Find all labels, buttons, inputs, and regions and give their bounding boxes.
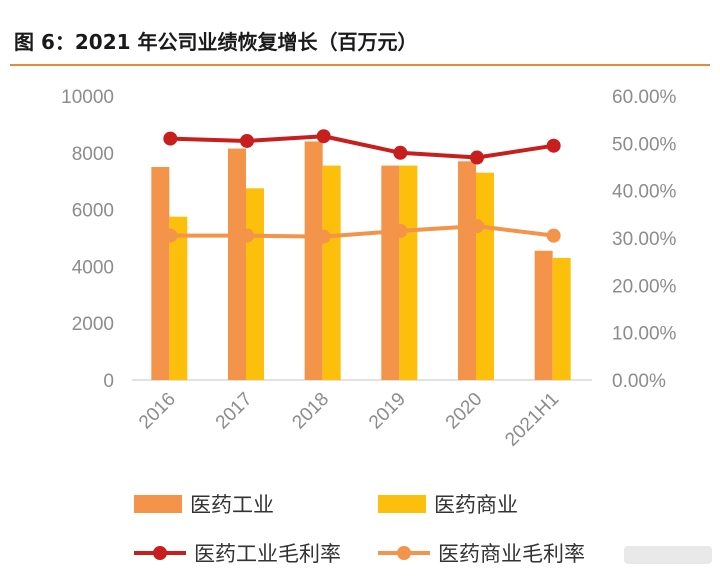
point-industry-margin — [546, 138, 561, 153]
point-industry-margin — [163, 131, 178, 146]
bar-industry — [151, 167, 170, 380]
bar-industry — [458, 161, 476, 380]
y-right-tick-label: 10.00% — [612, 324, 677, 345]
line-industry-margin — [170, 134, 554, 160]
x-tick-label: 2018 — [288, 389, 333, 434]
bar-commerce — [169, 216, 188, 380]
point-industry-margin — [316, 129, 331, 144]
y-right-tick-label: 30.00% — [612, 229, 677, 250]
bar-industry — [534, 250, 553, 380]
y-left-tick-label: 4000 — [72, 257, 114, 278]
y-right-tick-label: 0.00% — [612, 371, 666, 392]
point-industry-margin — [393, 145, 408, 160]
y-left-tick-label: 8000 — [72, 144, 114, 165]
point-industry-margin — [470, 150, 484, 165]
point-commerce-margin — [163, 228, 178, 243]
x-tick-label: 2019 — [365, 389, 410, 434]
legend-label: 医药商业毛利率 — [438, 542, 585, 566]
legend-label: 医药工业 — [190, 493, 274, 517]
y-right-tick-label: 40.00% — [612, 182, 677, 203]
y-left-tick-label: 0 — [103, 371, 114, 392]
bar-commerce — [246, 188, 264, 380]
legend-label: 医药商业 — [434, 493, 518, 517]
bar-commerce — [322, 165, 341, 380]
bar-industry — [381, 165, 400, 380]
point-commerce-margin — [546, 228, 561, 243]
y-left-tick-label: 10000 — [61, 87, 114, 108]
legend-swatch — [378, 495, 426, 513]
x-tick-label: 2016 — [135, 389, 180, 434]
x-tick-label: 2020 — [442, 389, 487, 434]
bar-industry — [304, 141, 323, 380]
y-right-tick-label: 50.00% — [612, 134, 677, 155]
point-commerce-margin — [240, 228, 254, 243]
point-commerce-margin — [393, 223, 408, 238]
y-left-tick-label: 2000 — [72, 314, 114, 335]
bar-commerce — [399, 165, 418, 380]
bar-commerce — [552, 257, 571, 380]
bar-commerce — [476, 172, 494, 380]
legend-label: 医药工业毛利率 — [194, 542, 341, 566]
line-commerce-margin — [170, 224, 554, 239]
title-underline — [10, 64, 710, 66]
point-commerce-margin — [470, 219, 484, 234]
legend-swatch — [134, 495, 182, 513]
y-right-tick-label: 20.00% — [612, 276, 677, 297]
chart-title: 图 6：2021 年公司业绩恢复增长（百万元） — [14, 30, 418, 54]
bar-industry — [228, 148, 246, 380]
y-left-tick-label: 6000 — [72, 201, 114, 222]
legend-marker — [153, 546, 167, 560]
point-industry-margin — [240, 133, 254, 148]
x-tick-label: 2017 — [212, 389, 257, 434]
watermark-logo — [624, 546, 712, 564]
x-tick-label: 2021H1 — [501, 389, 563, 451]
y-right-tick-label: 60.00% — [612, 87, 677, 108]
point-commerce-margin — [316, 229, 331, 244]
legend-marker — [397, 546, 411, 560]
